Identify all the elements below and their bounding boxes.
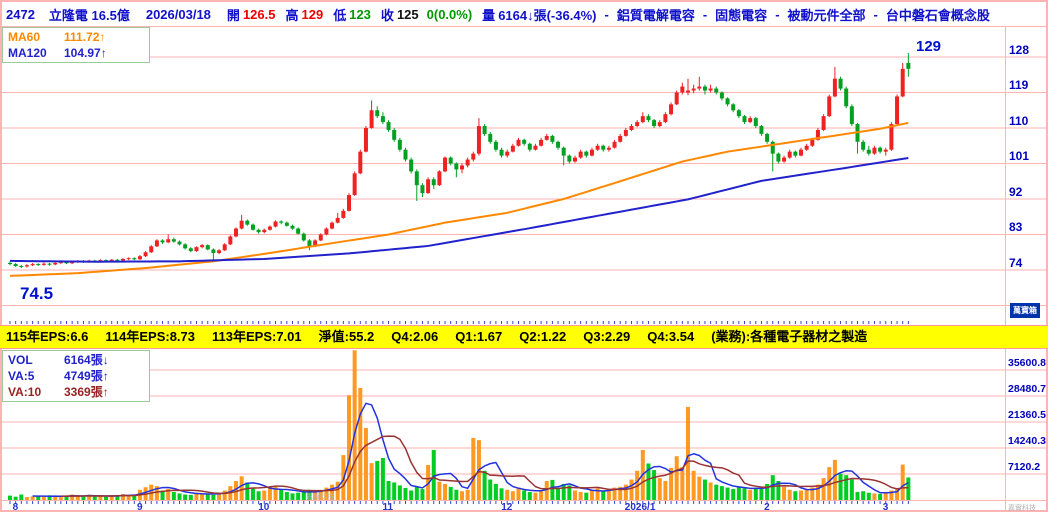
legend-row: VOL 6164張↓	[8, 353, 109, 367]
eps-item: Q4:2.06	[391, 329, 439, 344]
header-segment: 126.5	[242, 6, 276, 22]
price-axis-label: 92	[1009, 184, 1023, 199]
header-segment: 6164↓張(-36.4%)	[498, 7, 597, 23]
x-axis-label: 2	[764, 502, 770, 512]
header-segment: -	[873, 6, 878, 22]
eps-item: 115年EPS:6.6	[6, 329, 89, 344]
header-segment: 量	[482, 7, 496, 23]
volume-axis-label: 14240.3	[1008, 435, 1046, 447]
eps-item: 114年EPS:8.73	[105, 329, 196, 344]
ma-legend-box: MA60 111.72↑ MA120 104.97↑	[2, 27, 150, 63]
eps-item: (業務):各種電子器材之製造	[711, 329, 868, 344]
legend-row: MA60 111.72↑	[8, 30, 106, 44]
eps-item: Q3:2.29	[583, 329, 631, 344]
header-segment: 收	[380, 7, 394, 23]
volume-axis-label: 35600.8	[1008, 357, 1046, 369]
eps-item: 113年EPS:7.01	[212, 329, 302, 344]
header-segment: 123	[349, 6, 371, 22]
x-axis-label: 3	[882, 502, 889, 512]
header-bar: 2472 立隆電 16.5億 2026/03/18 開 126.5 高 129 低 123 收 12…	[0, 2, 1044, 26]
eps-item: Q1:1.67	[455, 329, 503, 344]
eps-strip: 115年EPS:6.6 114年EPS:8.73 113年EPS:7.01 淨值:55…	[0, 325, 1048, 349]
header-category-link[interactable]: 固態電容	[715, 7, 768, 23]
volume-axis-label: 21360.5	[1008, 409, 1046, 421]
price-axis-label: 101	[1009, 149, 1030, 164]
price-low-marker: 74.5	[20, 284, 54, 303]
x-axis-label: 11	[382, 502, 394, 512]
header-segment: 開	[226, 7, 240, 23]
price-axis-label: 110	[1009, 113, 1029, 128]
price-axis-label: 83	[1009, 220, 1023, 235]
volume-legend-box: VOL 6164張↓ VA:5 4749張↑ VA:10 3369張↑	[2, 350, 150, 402]
header-segment: 125	[396, 6, 419, 22]
header-segment: -	[604, 6, 609, 22]
tool-badge-button[interactable]: 萬寶箱	[1010, 303, 1040, 318]
legend-row: VA:10 3369張↑	[8, 385, 109, 399]
header-segment: 2026/03/18	[145, 6, 211, 22]
x-axis-label: 9	[136, 502, 143, 512]
header-segment: -	[702, 6, 708, 22]
price-axis-label: 119	[1009, 78, 1029, 93]
legend-row: MA120 104.97↑	[8, 46, 107, 60]
volume-axis-label: 28480.7	[1008, 383, 1046, 395]
x-axis-label: 8	[12, 502, 19, 512]
header-segment: 低	[333, 7, 347, 23]
eps-item: Q4:3.54	[647, 329, 695, 344]
vendor-watermark: 嘉實科技	[306, 494, 334, 501]
x-axis-label: 12	[501, 502, 513, 512]
price-axis-label: 74	[1009, 255, 1023, 270]
header-segment: 高	[285, 7, 299, 23]
header-segment: 129	[301, 6, 324, 22]
price-high-marker: 129	[916, 38, 942, 55]
x-axis-label: 10	[258, 502, 270, 512]
eps-item: Q2:1.22	[519, 329, 567, 344]
header-category-link[interactable]: 被動元件全部	[787, 7, 866, 23]
x-axis-label: 2026/1	[624, 502, 656, 512]
eps-item: 淨值:55.2	[318, 329, 375, 344]
header-segment: -	[775, 6, 780, 22]
vendor-watermark: 嘉實科技	[1008, 505, 1036, 512]
header-segment: 2472	[6, 6, 35, 22]
price-axis-label: 128	[1009, 43, 1030, 57]
header-segment: 立隆電 16.5億	[48, 7, 130, 23]
header-category-link[interactable]: 台中磐石會概念股	[885, 7, 990, 23]
legend-row: VA:5 4749張↑	[8, 369, 109, 383]
header-segment: 0(0.0%)	[426, 6, 473, 22]
volume-axis-label: 7120.2	[1008, 461, 1041, 473]
header-category-link[interactable]: 鋁質電解電容	[616, 7, 695, 23]
